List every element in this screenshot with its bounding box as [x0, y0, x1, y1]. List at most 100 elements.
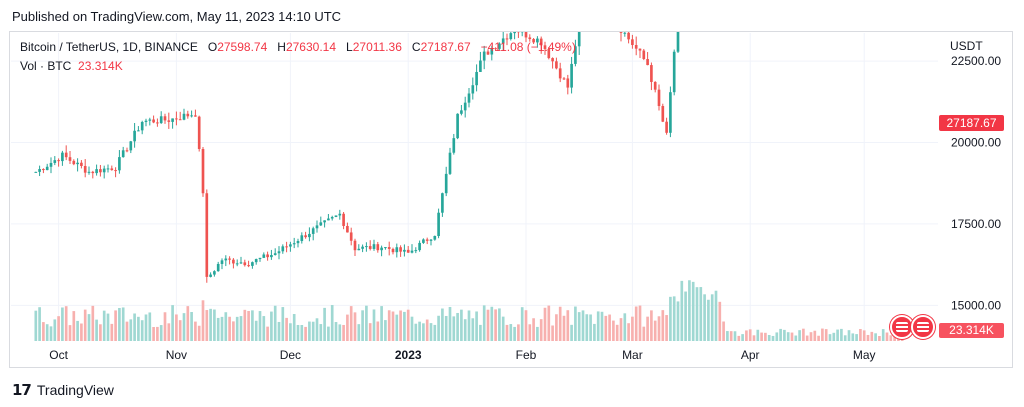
candlestick-chart[interactable]: 30000.0027500.0025000.0022500.0020000.00…	[10, 32, 1012, 367]
volume-bar	[627, 323, 630, 341]
volume-bar	[676, 301, 680, 341]
volume-bar	[391, 311, 395, 341]
volume-bar	[722, 321, 725, 341]
candle-body	[524, 32, 528, 38]
candle-body	[570, 63, 573, 88]
volume-bar	[444, 315, 448, 341]
candle-body	[114, 170, 117, 172]
candle-body	[361, 246, 364, 249]
volume-bar	[163, 312, 167, 341]
candle-body	[547, 48, 551, 59]
volume-bar	[539, 319, 543, 341]
volume-bar	[76, 320, 79, 341]
volume-bar	[372, 309, 376, 341]
volume-bar	[741, 334, 744, 341]
volume-bar	[308, 321, 311, 341]
volume-bar	[589, 314, 592, 341]
volume-bar	[406, 309, 410, 341]
volume-bar	[889, 335, 893, 341]
candle-body	[167, 120, 171, 122]
volume-bar	[638, 305, 642, 341]
volume-bar	[517, 324, 520, 341]
x-tick-label: Dec	[280, 348, 301, 362]
volume-bar	[425, 319, 429, 341]
us-flag-event-icon[interactable]	[911, 315, 935, 339]
volume-bar	[159, 325, 163, 341]
volume-bar	[878, 336, 881, 341]
volume-bar	[771, 335, 775, 341]
x-tick-label: Mar	[622, 348, 643, 362]
candle-body	[68, 157, 72, 161]
candle-body	[376, 244, 380, 251]
candle-body	[235, 263, 239, 265]
volume-bar	[277, 321, 281, 341]
volume-bar	[342, 324, 345, 341]
volume-bar	[315, 318, 319, 341]
volume-bar	[311, 321, 315, 341]
chart-frame[interactable]: 30000.0027500.0025000.0022500.0020000.00…	[9, 31, 1013, 368]
volume-bar	[243, 309, 247, 341]
volume-bar	[843, 335, 847, 341]
candle-body	[247, 265, 250, 267]
open-label: O	[207, 40, 218, 54]
volume-legend: Vol · BTC 23.314K	[20, 59, 123, 73]
candle-body	[494, 48, 497, 50]
volume-bar	[64, 306, 68, 341]
volume-bar	[239, 316, 243, 341]
volume-bar	[661, 310, 665, 341]
candle-body	[475, 71, 478, 86]
currency-label[interactable]: USDT	[950, 39, 983, 53]
volume-bar	[862, 330, 866, 341]
candle-body	[486, 51, 490, 55]
volume-bar	[790, 332, 794, 341]
volume-bar	[247, 310, 250, 341]
candle-body	[665, 121, 668, 133]
candle-body	[304, 235, 307, 238]
volume-bar	[118, 307, 121, 341]
candle-body	[190, 115, 193, 117]
candle-body	[501, 38, 505, 44]
candle-body	[91, 171, 95, 174]
volume-bar	[365, 305, 368, 341]
volume-bar	[403, 311, 406, 341]
candle-body	[137, 130, 140, 132]
candle-body	[387, 247, 391, 249]
symbol-label[interactable]: Bitcoin / TetherUS, 1D, BINANCE	[20, 40, 198, 54]
volume-bar	[42, 322, 45, 341]
volume-bar	[167, 323, 171, 341]
volume-bar	[213, 309, 216, 341]
candle-body	[661, 106, 665, 122]
volume-bar	[513, 326, 516, 341]
candle-body	[175, 118, 178, 120]
volume-bar	[805, 335, 809, 341]
volume-bar	[798, 330, 801, 341]
candle-body	[334, 215, 338, 218]
candle-body	[125, 150, 129, 152]
volume-bar	[824, 329, 828, 341]
volume-bar	[840, 328, 843, 341]
volume-bar	[859, 329, 862, 341]
candle-body	[118, 157, 121, 171]
volume-bar	[38, 307, 41, 341]
volume-bar	[441, 308, 444, 341]
volume-bar	[486, 309, 490, 341]
candle-body	[558, 68, 562, 79]
candle-body	[642, 50, 646, 60]
volume-bar	[235, 316, 239, 341]
last-price-tag: 27187.67	[939, 115, 1004, 131]
volume-bar	[794, 335, 798, 341]
volume-bar	[555, 314, 558, 341]
volume-label[interactable]: Vol · BTC	[20, 59, 72, 73]
volume-bar	[802, 328, 805, 341]
volume-bar	[847, 330, 851, 341]
volume-bar	[114, 310, 117, 341]
volume-bar	[851, 333, 855, 341]
volume-bar	[330, 305, 334, 341]
volume-bar	[596, 311, 600, 341]
candle-body	[194, 115, 197, 117]
volume-bar	[619, 318, 623, 341]
volume-bar	[137, 316, 140, 341]
candle-body	[338, 213, 342, 216]
brand[interactable]: 𝟭𝟳 TradingView	[12, 381, 114, 399]
candle-body	[239, 262, 243, 264]
